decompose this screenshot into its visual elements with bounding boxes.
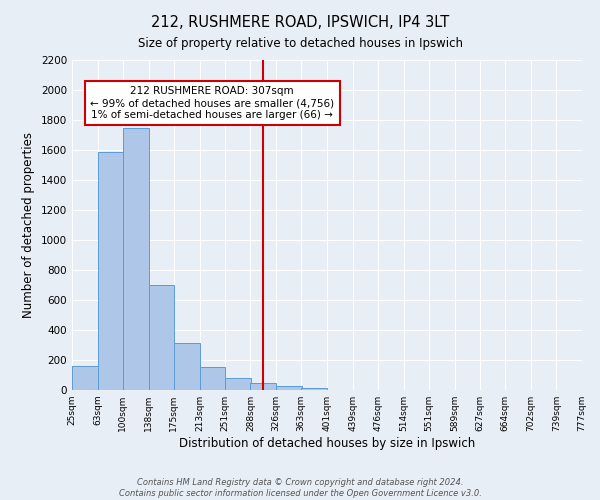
Text: Contains HM Land Registry data © Crown copyright and database right 2024.
Contai: Contains HM Land Registry data © Crown c… [119,478,481,498]
Bar [199,367,225,390]
X-axis label: Distribution of detached houses by size in Ipswich: Distribution of detached houses by size … [179,437,475,450]
Y-axis label: Number of detached properties: Number of detached properties [22,132,35,318]
Bar [149,285,175,390]
Bar [174,343,199,390]
Text: Size of property relative to detached houses in Ipswich: Size of property relative to detached ho… [137,38,463,51]
Bar [225,378,251,390]
Bar [98,152,124,390]
Bar [250,383,276,390]
Bar [72,366,98,390]
Bar [301,388,327,390]
Bar [123,128,149,390]
Bar [276,386,302,390]
Text: 212 RUSHMERE ROAD: 307sqm
← 99% of detached houses are smaller (4,756)
1% of sem: 212 RUSHMERE ROAD: 307sqm ← 99% of detac… [90,86,334,120]
Text: 212, RUSHMERE ROAD, IPSWICH, IP4 3LT: 212, RUSHMERE ROAD, IPSWICH, IP4 3LT [151,15,449,30]
